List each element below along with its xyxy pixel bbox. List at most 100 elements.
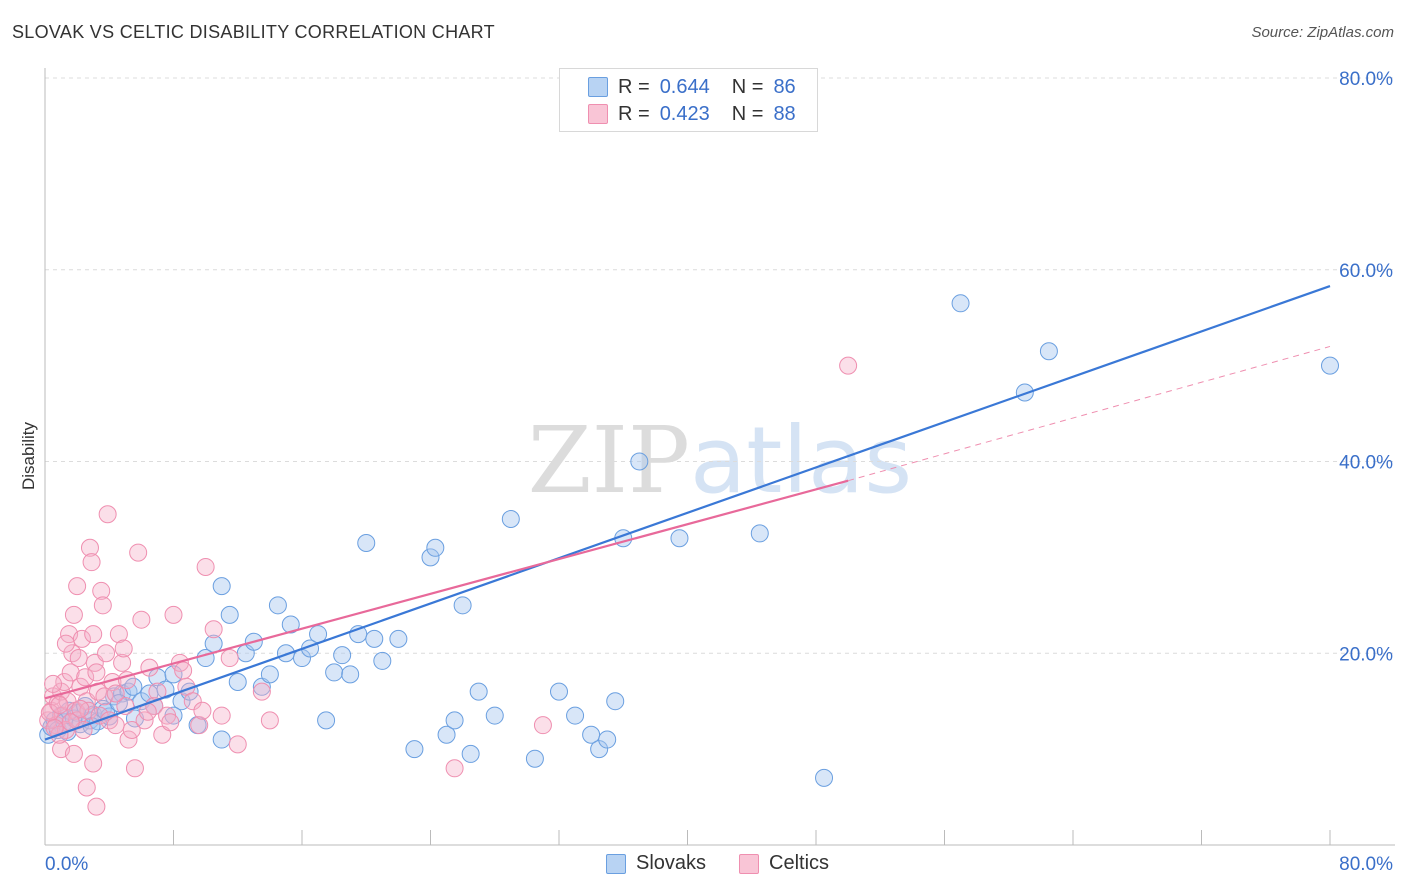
bottom-legend-celtics: Celtics	[739, 852, 829, 875]
bottom-legend-swatch-slovaks	[606, 853, 626, 874]
slovaks-point	[333, 646, 352, 665]
slovaks-point	[461, 744, 480, 763]
celtics-point	[71, 699, 90, 718]
legend-r-value: 0.644	[659, 75, 710, 98]
slovaks-point	[670, 529, 689, 548]
celtics-point	[109, 625, 128, 644]
celtics-point	[95, 687, 114, 706]
correlation-legend: R = 0.644 N = 86 R = 0.423 N = 88	[559, 68, 818, 132]
celtics-point	[260, 711, 279, 730]
slovaks-point	[1321, 356, 1339, 375]
celtics-point	[84, 754, 103, 773]
celtics-point	[87, 663, 106, 682]
celtics-point	[190, 716, 209, 735]
celtics-point	[252, 682, 271, 701]
slovaks-point	[373, 651, 392, 670]
celtics-point	[164, 605, 183, 624]
celtics-point	[129, 543, 148, 562]
celtics-point	[106, 684, 125, 703]
slovaks-point	[421, 548, 440, 567]
celtics-trend-line	[44, 479, 849, 700]
celtics-point	[196, 557, 215, 576]
slovaks-point	[550, 682, 568, 701]
celtics-point	[92, 581, 111, 600]
legend-r-value: 0.423	[659, 102, 710, 125]
celtics-point	[122, 720, 141, 739]
celtics-point	[125, 759, 144, 778]
slovaks-point	[357, 533, 376, 552]
celtics-point	[64, 605, 83, 624]
slovaks-point	[598, 730, 617, 749]
celtics-point	[84, 625, 103, 644]
celtics-point	[82, 553, 101, 572]
celtics-point	[87, 797, 106, 816]
slovaks-point	[566, 706, 585, 725]
celtics-point	[132, 610, 151, 629]
bottom-legend-swatch-celtics	[739, 853, 759, 874]
celtics-point	[114, 639, 133, 658]
slovaks-point	[389, 629, 408, 648]
legend-n-label: N =	[731, 102, 764, 125]
slovaks-point	[525, 749, 544, 768]
celtics-point	[228, 735, 247, 754]
celtics-point	[64, 744, 83, 763]
slovaks-point	[1039, 342, 1058, 361]
celtics-point	[93, 596, 112, 615]
slovaks-point	[630, 452, 649, 471]
slovaks-point	[426, 538, 445, 557]
bottom-legend-label-slovaks: Slovaks	[636, 852, 707, 874]
slovaks-point	[212, 577, 231, 596]
slovaks-point	[281, 615, 300, 634]
slovaks-point	[485, 706, 504, 725]
slovaks-point	[341, 665, 360, 684]
slovaks-point	[445, 711, 464, 730]
celtics-point	[98, 505, 117, 524]
slovaks-point	[220, 605, 239, 624]
legend-r-label: R =	[618, 102, 650, 125]
legend-r-label: R =	[618, 75, 650, 98]
slovaks-point	[124, 677, 143, 696]
celtics-point	[204, 620, 223, 639]
celtics-point	[161, 713, 180, 732]
slovaks-point	[325, 663, 344, 682]
celtics-point	[193, 701, 212, 720]
y-tick-label: 80.0%	[1339, 69, 1393, 90]
slovaks-point	[1015, 383, 1034, 402]
slovaks-point	[212, 730, 231, 749]
bottom-legend-slovaks: Slovaks	[606, 852, 706, 875]
slovaks-point	[317, 711, 336, 730]
slovaks-point	[228, 673, 247, 692]
y-tick-label: 60.0%	[1339, 261, 1393, 282]
x-tick-label: 80.0%	[1339, 854, 1393, 875]
watermark: ZIPatlas	[528, 407, 913, 514]
slovaks-point	[437, 725, 456, 744]
bottom-legend-label-celtics: Celtics	[769, 852, 830, 874]
celtics-point	[97, 644, 116, 663]
celtics-point	[77, 778, 96, 797]
celtics-trend-extension	[847, 345, 1331, 482]
celtics-point	[80, 538, 99, 557]
y-tick-label: 20.0%	[1339, 644, 1393, 665]
slovaks-point	[365, 629, 384, 648]
celtics-point	[69, 649, 88, 668]
slovaks-point	[815, 768, 834, 787]
slovaks-point	[164, 665, 183, 684]
celtics-point	[212, 706, 231, 725]
celtics-point	[183, 692, 202, 711]
slovaks-trend-line	[44, 285, 1331, 741]
celtics-point	[119, 730, 138, 749]
celtics-point	[113, 653, 132, 672]
slovaks-point	[453, 596, 472, 615]
celtics-point	[445, 759, 464, 778]
slovaks-point	[469, 682, 488, 701]
x-tick-label: 0.0%	[45, 854, 88, 875]
slovaks-point	[268, 596, 287, 615]
source-label: Source: ZipAtlas.com	[1251, 24, 1394, 41]
slovaks-point	[606, 692, 625, 711]
celtics-point	[174, 661, 193, 680]
celtics-point	[106, 716, 125, 735]
legend-swatch-celtics	[588, 104, 608, 124]
legend-n-value: 86	[773, 75, 796, 98]
slovaks-point	[405, 740, 424, 759]
